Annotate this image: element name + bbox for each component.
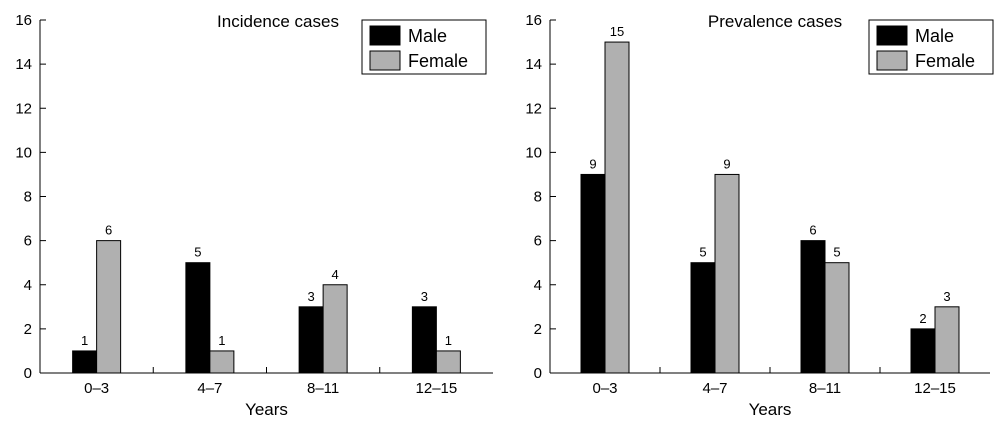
bar-female (604, 41, 630, 374)
bar-male (185, 262, 211, 374)
bar-female (96, 240, 122, 374)
prevalence-chart: Prevalence cases Years 0 2 4 6 8 10 12 14 16 0–3 9… (525, 12, 994, 419)
data-label: 6 (809, 223, 816, 238)
y-tick-label: 0 (24, 365, 32, 382)
bar-female (714, 173, 740, 374)
y-tick-label: 10 (525, 144, 542, 161)
legend-swatch-female (876, 50, 908, 71)
x-tick-label: 12–15 (914, 380, 956, 397)
data-label: 1 (218, 333, 225, 348)
data-label: 9 (589, 156, 596, 171)
y-tick-label: 12 (525, 100, 542, 117)
bar-female (435, 350, 461, 374)
legend: Male Female (868, 19, 994, 75)
x-tick-label: 8–11 (809, 380, 841, 397)
bar-male (910, 328, 936, 374)
y-tick-label: 16 (15, 12, 32, 29)
y-tick-label: 2 (534, 321, 542, 338)
legend: Male Female (361, 19, 487, 75)
y-tick-label: 0 (534, 365, 542, 382)
y-tick-label: 4 (534, 277, 542, 294)
bar-male (411, 306, 437, 374)
bar-female (934, 306, 960, 374)
x-tick-label: 12–15 (416, 380, 458, 397)
incidence-chart: Incidence cases Years 02468101214160–316… (15, 12, 493, 419)
y-tick-label: 14 (15, 56, 32, 73)
chart-title: Incidence cases (217, 12, 339, 31)
bar-male (690, 262, 716, 374)
data-label: 4 (332, 267, 339, 282)
y-tick-label: 6 (24, 233, 32, 250)
x-tick-label: 4–7 (197, 380, 222, 397)
data-label: 5 (194, 245, 201, 260)
x-tick-label: 0–3 (84, 380, 109, 397)
data-label: 1 (445, 333, 452, 348)
chart-title: Prevalence cases (708, 12, 842, 31)
y-tick-label: 6 (534, 233, 542, 250)
data-label: 5 (699, 245, 706, 260)
data-label: 3 (943, 289, 950, 304)
legend-label: Female (915, 51, 975, 71)
legend-swatch-male (369, 25, 401, 46)
y-tick-label: 16 (525, 12, 542, 29)
data-label: 2 (919, 311, 926, 326)
x-axis-title: Years (245, 400, 288, 419)
y-tick-label: 14 (525, 56, 542, 73)
bar-female (209, 350, 235, 374)
y-tick-label: 8 (534, 189, 542, 206)
x-axis-title: Years (749, 400, 792, 419)
bar-female (322, 284, 348, 374)
legend-swatch-male (876, 25, 908, 46)
data-label: 3 (308, 289, 315, 304)
data-label: 9 (723, 156, 730, 171)
data-label: 1 (81, 333, 88, 348)
x-tick-label: 8–11 (307, 380, 339, 397)
data-label: 15 (610, 24, 624, 39)
data-label: 5 (833, 245, 840, 260)
x-tick-label: 0–3 (592, 380, 617, 397)
y-tick-label: 2 (24, 321, 32, 338)
legend-label: Male (915, 26, 954, 46)
bar-male (72, 350, 98, 374)
data-label: 6 (105, 223, 112, 238)
bar-female (824, 262, 850, 374)
legend-swatch-female (369, 50, 401, 71)
y-tick-label: 8 (24, 189, 32, 206)
y-tick-label: 12 (15, 100, 32, 117)
bar-male (298, 306, 324, 374)
y-tick-label: 10 (15, 144, 32, 161)
x-tick-label: 4–7 (702, 380, 727, 397)
data-label: 3 (421, 289, 428, 304)
legend-label: Male (408, 26, 447, 46)
bar-male (800, 240, 826, 374)
bar-male (580, 173, 606, 374)
legend-label: Female (408, 51, 468, 71)
y-tick-label: 4 (24, 277, 32, 294)
